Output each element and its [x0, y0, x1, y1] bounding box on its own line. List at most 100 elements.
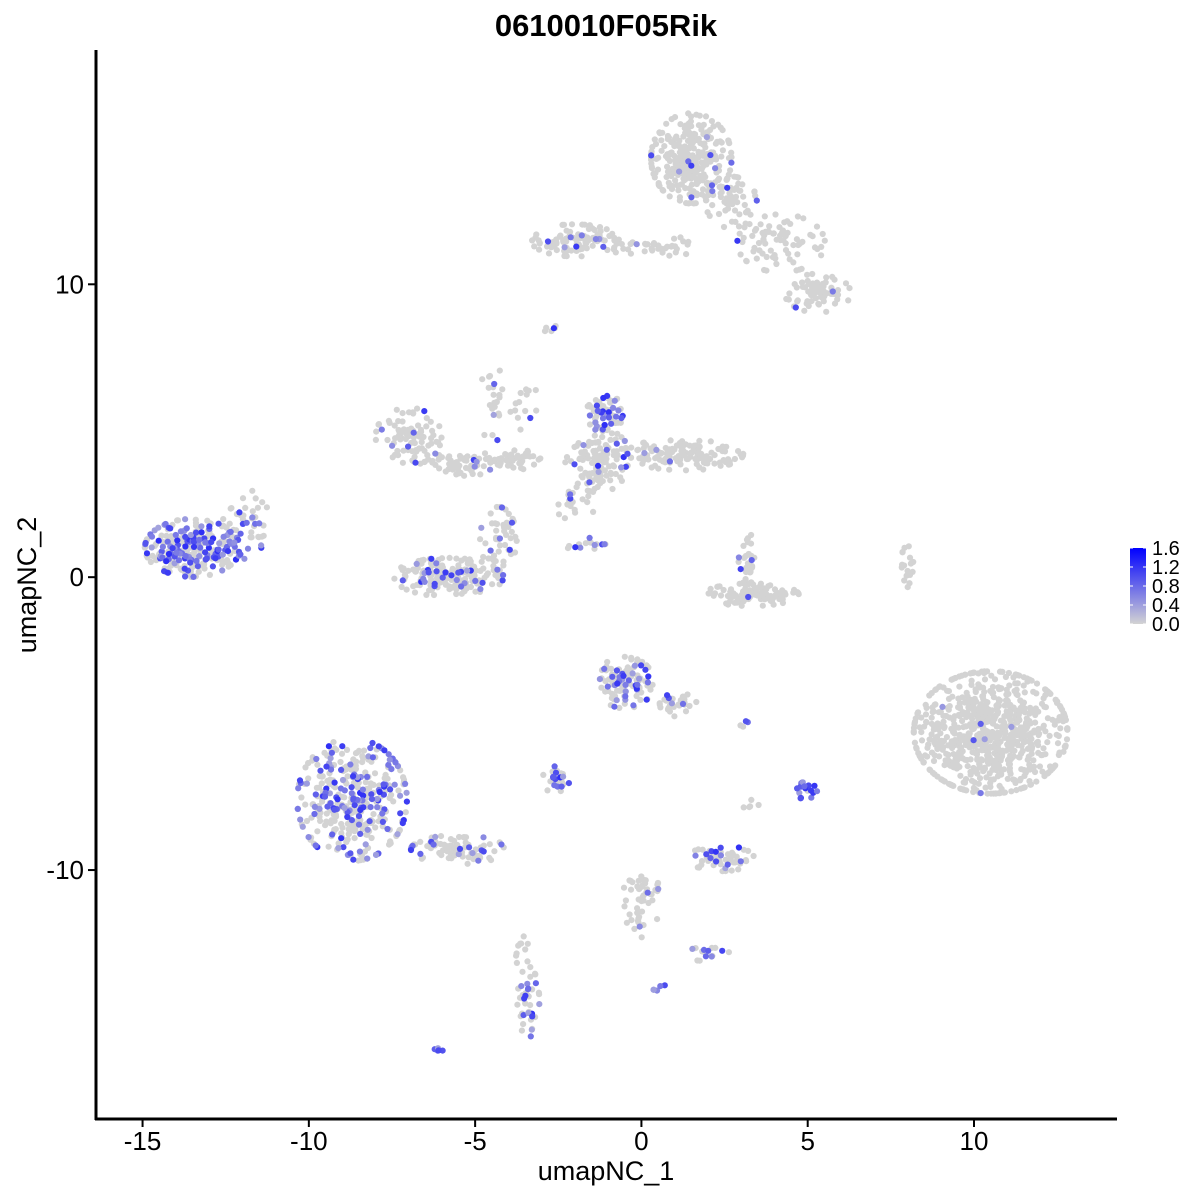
cell-point — [303, 817, 311, 825]
cell-point — [1042, 692, 1049, 699]
cell-point — [456, 470, 463, 477]
cell-point — [413, 560, 420, 568]
cell-point — [295, 785, 302, 792]
cell-point — [613, 413, 620, 420]
cell-point — [348, 784, 355, 791]
cell-point — [410, 434, 417, 441]
cell-point — [379, 818, 386, 826]
cell-point — [813, 282, 820, 289]
cell-point — [472, 577, 479, 585]
cell-point — [693, 461, 700, 468]
cell-point — [350, 856, 357, 863]
cell-point — [239, 495, 247, 502]
cell-point — [237, 530, 244, 537]
cell-point — [971, 707, 978, 715]
cell-point — [612, 470, 619, 478]
cell-point — [182, 533, 189, 541]
cell-point — [790, 259, 797, 266]
cell-point — [522, 946, 529, 953]
cell-point — [941, 724, 948, 732]
cell-point — [792, 304, 799, 311]
cell-point — [761, 588, 769, 596]
cell-point — [794, 297, 801, 304]
cell-point — [493, 398, 500, 406]
cell-point — [649, 247, 656, 254]
cell-point — [1008, 723, 1015, 731]
cell-point — [395, 426, 402, 434]
cell-point — [682, 153, 689, 160]
cell-point — [486, 854, 493, 862]
cell-point — [676, 168, 683, 175]
cell-point — [530, 461, 538, 468]
cell-point — [1019, 747, 1026, 755]
cell-point — [928, 714, 935, 721]
cell-point — [685, 158, 692, 165]
cell-point — [972, 750, 979, 757]
cell-point — [911, 720, 918, 727]
cell-point — [601, 665, 608, 673]
cell-point — [577, 455, 584, 462]
cell-point — [1031, 768, 1039, 776]
cell-point — [742, 718, 750, 725]
cell-point — [914, 710, 921, 717]
cell-point — [934, 745, 941, 753]
cell-point — [823, 308, 830, 315]
cell-point — [901, 577, 908, 584]
cell-point — [699, 140, 707, 147]
cell-point — [364, 826, 371, 833]
cell-point — [644, 679, 652, 686]
cell-point — [220, 516, 227, 523]
cell-point — [487, 510, 494, 517]
cell-point — [449, 466, 456, 473]
cell-point — [956, 683, 963, 690]
cell-point — [659, 186, 666, 194]
cell-point — [981, 765, 989, 773]
cell-point — [934, 722, 941, 729]
cell-point — [332, 813, 340, 820]
cell-point — [719, 147, 727, 154]
cell-point — [182, 516, 189, 523]
cell-point — [622, 693, 629, 700]
cell-point — [818, 243, 825, 250]
cell-point — [600, 243, 607, 250]
cell-point — [934, 733, 941, 740]
cell-point — [453, 586, 460, 593]
cell-point — [708, 449, 715, 456]
cell-point — [711, 460, 718, 467]
cell-point — [395, 787, 402, 794]
cell-point — [722, 207, 729, 214]
cell-point — [899, 548, 906, 556]
cell-point — [588, 439, 596, 447]
cell-point — [658, 147, 665, 154]
cell-point — [1042, 686, 1049, 693]
cell-point — [305, 775, 312, 782]
cell-point — [397, 810, 404, 817]
cell-point — [480, 842, 487, 849]
cell-point — [613, 440, 620, 447]
cell-point — [989, 683, 997, 691]
cell-point — [740, 542, 747, 550]
y-tick-label: -10 — [46, 855, 84, 885]
cell-point — [997, 685, 1004, 692]
cell-point — [944, 756, 952, 764]
cell-point — [1056, 714, 1063, 721]
cell-point — [765, 583, 772, 590]
cell-point — [679, 447, 686, 454]
cell-point — [355, 821, 363, 828]
cell-point — [735, 558, 742, 566]
cell-point — [666, 193, 673, 200]
cell-point — [845, 297, 852, 304]
cell-point — [752, 591, 759, 598]
cell-point — [981, 736, 988, 743]
cell-point — [529, 237, 536, 244]
cell-point — [1021, 784, 1028, 791]
cell-point — [683, 251, 690, 258]
cell-point — [321, 793, 329, 800]
cell-point — [439, 562, 446, 569]
cell-point — [671, 143, 678, 150]
cell-point — [362, 821, 369, 828]
cell-point — [592, 397, 600, 404]
cell-point — [578, 449, 585, 456]
cell-point — [469, 850, 476, 857]
